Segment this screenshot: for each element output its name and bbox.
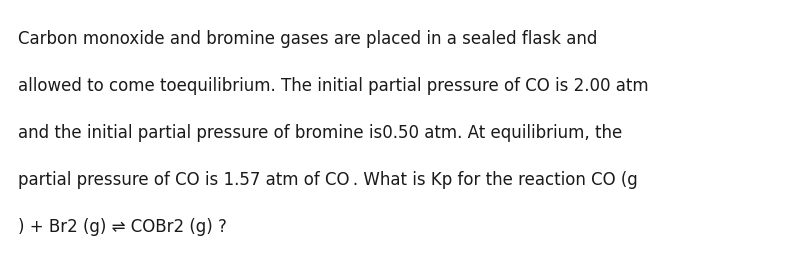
Text: partial pressure of CO is 1.57 atm of CO . What is Kp for the reaction CO (g: partial pressure of CO is 1.57 atm of CO… bbox=[18, 170, 638, 188]
Text: and the initial partial pressure of bromine is0.50 atm. At equilibrium, the: and the initial partial pressure of brom… bbox=[18, 123, 622, 141]
Text: ) + Br2 (g) ⇌ COBr2 (g) ?: ) + Br2 (g) ⇌ COBr2 (g) ? bbox=[18, 217, 227, 235]
Text: Carbon monoxide and bromine gases are placed in a sealed flask and: Carbon monoxide and bromine gases are pl… bbox=[18, 30, 598, 48]
Text: allowed to come toequilibrium. The initial partial pressure of CO is 2.00 atm: allowed to come toequilibrium. The initi… bbox=[18, 77, 649, 95]
